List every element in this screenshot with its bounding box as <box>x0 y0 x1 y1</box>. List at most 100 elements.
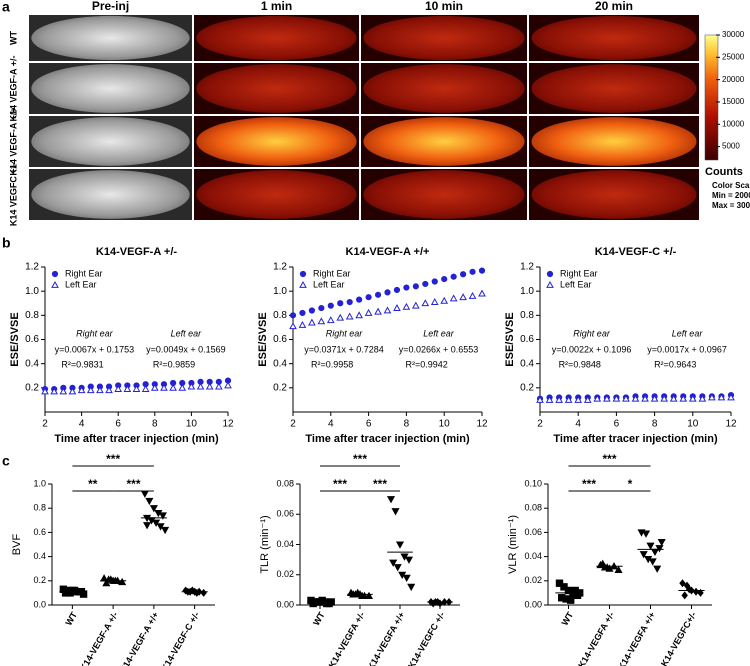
annotation-title: Right ear <box>76 328 114 338</box>
y-tick-label: 0.08 <box>524 503 542 513</box>
data-point <box>50 387 58 395</box>
colorbar-tick-label: 25000 <box>722 52 745 61</box>
image-tissue <box>196 15 357 61</box>
row-label: K14 VEGFC +/- <box>8 163 18 226</box>
data-point <box>68 387 77 395</box>
image-tissue <box>363 117 525 166</box>
y-tick-label: 0.02 <box>524 575 542 585</box>
data-point <box>365 294 372 301</box>
legend-marker <box>546 280 554 288</box>
image-tissue <box>31 64 190 113</box>
column-label: Pre-inj <box>92 0 129 13</box>
data-point <box>374 307 382 315</box>
legend-marker <box>546 270 554 278</box>
annotation-equation: y=0.0371x + 0.7284 <box>304 344 384 354</box>
data-point <box>140 490 149 498</box>
x-tick-label: 10 <box>439 419 451 430</box>
data-point <box>327 302 334 309</box>
data-point <box>161 526 170 535</box>
y-tick-label: 1.0 <box>520 286 534 297</box>
x-tick-label: K14-VEGF-A +/+ <box>118 610 161 666</box>
legend-label: Right Ear <box>313 268 351 278</box>
colorbar-caption: Max = 30000 <box>712 201 750 210</box>
y-tick-label: 0.6 <box>273 334 287 345</box>
data-point <box>468 291 477 299</box>
annotation-r2: R²=0.9942 <box>406 359 448 369</box>
x-tick-label: 10 <box>687 419 699 430</box>
significance-label: *** <box>353 452 367 466</box>
data-point <box>567 596 575 604</box>
y-axis-label: BVF <box>11 534 23 556</box>
x-tick-label: 12 <box>725 419 737 430</box>
y-tick-label: 1.0 <box>25 286 39 297</box>
data-point <box>96 386 104 394</box>
colorbar-tick-label: 30000 <box>722 30 745 39</box>
image-tissue <box>363 15 525 61</box>
image-tissue <box>31 117 190 166</box>
data-point <box>564 395 573 403</box>
data-point <box>717 393 726 401</box>
x-tick-label: 8 <box>404 419 410 430</box>
data-point <box>641 530 651 538</box>
y-tick-label: 0.6 <box>520 334 534 345</box>
data-point <box>358 591 367 599</box>
data-point <box>698 394 707 402</box>
data-point <box>356 296 363 303</box>
chart-title: K14-VEGF-A +/+ <box>346 246 430 258</box>
annotation-equation: y=0.0067x + 0.1753 <box>55 344 135 354</box>
data-point <box>205 382 214 390</box>
data-point <box>631 394 640 402</box>
y-tick-label: 0.0 <box>33 599 46 609</box>
data-point <box>102 578 111 587</box>
data-point <box>603 394 611 402</box>
data-point <box>308 307 315 314</box>
y-axis-label: ESE/SVSE <box>9 312 21 366</box>
y-tick-label: 1.2 <box>25 262 39 273</box>
data-point <box>697 588 704 597</box>
image-tissue <box>531 117 697 166</box>
column-label: 20 min <box>595 0 633 13</box>
legend-marker <box>299 280 307 288</box>
legend-marker <box>51 280 59 288</box>
annotation-r2: R²=0.9848 <box>559 359 601 369</box>
row-label: K14 VEGF-A +/+ <box>8 107 18 175</box>
column-label: 1 min <box>261 0 292 13</box>
data-point <box>583 395 592 403</box>
annotation-title: Right ear <box>573 328 611 338</box>
annotation-r2: R²=0.9643 <box>654 359 696 369</box>
x-tick-label: 12 <box>222 419 234 430</box>
x-tick-label: K14-VEGFA +/+ <box>366 610 407 666</box>
data-point <box>178 383 187 391</box>
data-point <box>156 523 165 531</box>
data-point <box>395 541 405 549</box>
x-tick-label: 2 <box>290 419 296 430</box>
y-tick-label: 0.08 <box>276 478 294 488</box>
image-tissue <box>531 170 697 219</box>
data-point <box>404 556 414 564</box>
significance-label: * <box>628 477 633 491</box>
x-tick-label: K14-VEGFC +/- <box>406 610 447 666</box>
data-point <box>149 505 158 513</box>
data-point <box>688 394 697 402</box>
data-point <box>158 512 167 520</box>
annotation-title: Left ear <box>672 328 704 338</box>
y-tick-label: 0.8 <box>33 503 46 513</box>
legend-marker <box>51 270 59 278</box>
data-point <box>41 387 49 395</box>
annotation-title: Left ear <box>171 328 203 338</box>
y-tick-label: 0.06 <box>276 509 294 519</box>
y-tick-label: 0.6 <box>33 527 46 537</box>
x-tick-label: 6 <box>614 419 620 430</box>
y-axis-label: VLR (min⁻¹) <box>507 515 519 574</box>
image-tissue <box>531 15 697 61</box>
y-tick-label: 1.0 <box>33 478 46 488</box>
data-point <box>145 497 154 506</box>
y-tick-label: 0.00 <box>276 599 294 609</box>
data-point <box>196 382 205 390</box>
panel-label: b <box>2 235 11 251</box>
colorbar <box>704 34 719 161</box>
data-point <box>536 395 544 403</box>
data-point <box>727 393 735 401</box>
data-point <box>660 394 668 402</box>
data-point <box>655 545 664 553</box>
